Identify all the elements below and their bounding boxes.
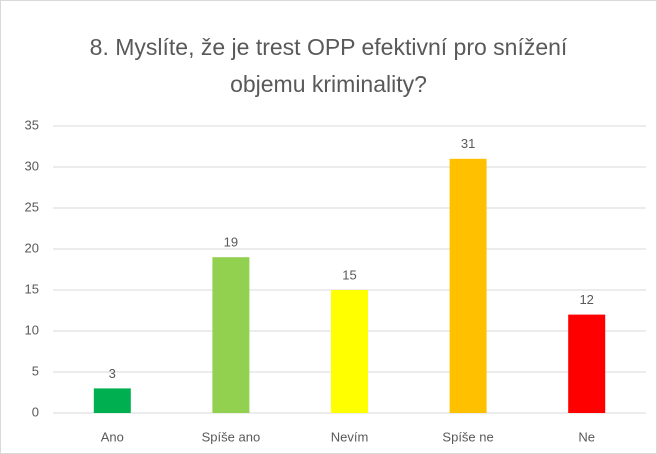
y-tick-label: 10	[25, 322, 39, 337]
data-label: 19	[224, 235, 238, 250]
y-tick-label: 5	[32, 363, 39, 378]
bar	[93, 388, 131, 413]
bar	[449, 158, 487, 413]
y-tick-label: 30	[25, 158, 39, 173]
x-tick-label: Ne	[578, 429, 595, 444]
data-label: 15	[342, 267, 356, 282]
y-tick-label: 15	[25, 281, 39, 296]
bar	[568, 314, 606, 413]
x-tick-label: Nevím	[331, 429, 369, 444]
y-tick-label: 35	[25, 117, 39, 132]
y-tick-label: 20	[25, 240, 39, 255]
y-tick-label: 25	[25, 199, 39, 214]
data-label: 31	[461, 136, 475, 151]
x-tick-label: Spíše ano	[202, 429, 261, 444]
bar	[331, 290, 368, 413]
x-tick-label: Spíše ne	[442, 429, 493, 444]
x-tick-label: Ano	[101, 429, 124, 444]
y-tick-label: 0	[32, 404, 39, 419]
data-label: 12	[579, 292, 593, 307]
data-label: 3	[109, 366, 116, 381]
chart-title: 8. Myslíte, že je trest OPP efektivní pr…	[89, 34, 568, 97]
bar	[212, 257, 250, 413]
